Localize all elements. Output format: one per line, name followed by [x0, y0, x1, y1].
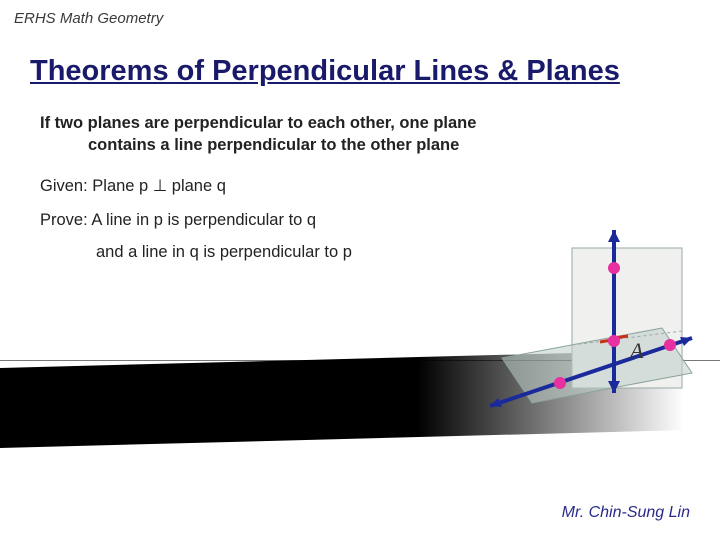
author-footer: Mr. Chin-Sung Lin [562, 504, 690, 522]
theorem-line1: If two planes are perpendicular to each … [40, 114, 476, 132]
theorem-statement: If two planes are perpendicular to each … [40, 112, 680, 163]
label-A: A [628, 338, 644, 363]
slide-title: Theorems of Perpendicular Lines & Planes [0, 27, 720, 98]
course-header: ERHS Math Geometry [0, 0, 720, 27]
point-left [554, 377, 566, 389]
point-top [608, 262, 620, 274]
point-right [664, 339, 676, 351]
point-A [608, 335, 620, 347]
geometry-diagram: A [442, 228, 702, 418]
given-line: Given: Plane p ⊥ plane q [40, 175, 680, 197]
theorem-line2: contains a line perpendicular to the oth… [40, 136, 459, 154]
